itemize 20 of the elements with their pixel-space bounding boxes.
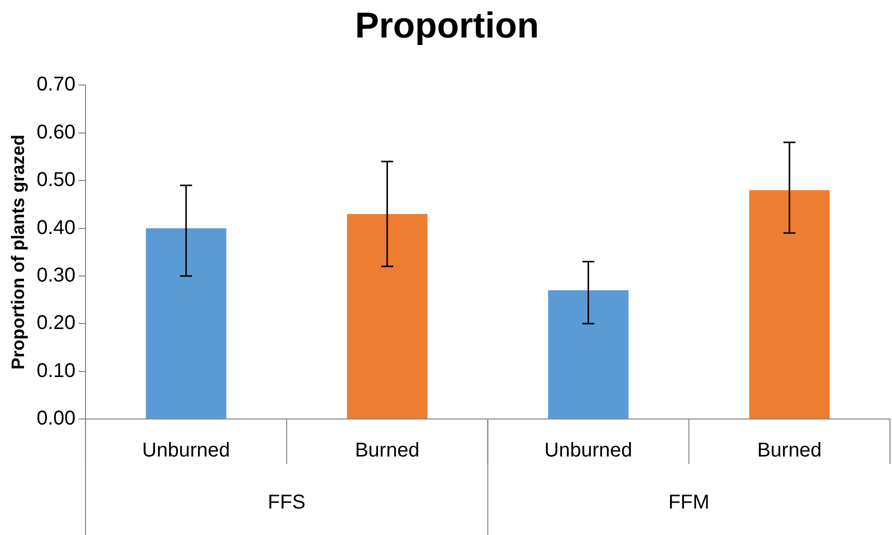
text: FFM (668, 492, 710, 514)
x-tick-label: Burned (354, 440, 420, 462)
text: FFS (268, 492, 306, 514)
y-tick-label: 0.00 (36, 408, 76, 430)
y-tick-label: 0.30 (36, 264, 76, 286)
y-tick-label: 0.40 (36, 216, 76, 239)
y-tick-label: 0.20 (36, 312, 76, 334)
bar (749, 190, 830, 418)
y-tick-label: 0.50 (36, 169, 76, 192)
x-tick-label: Unburned (544, 440, 632, 462)
y-axis-title: Proportion of plants grazed (8, 134, 28, 370)
x-tick-label: Burned (757, 440, 822, 462)
bar (548, 290, 629, 418)
chart-title: Proportion (355, 4, 539, 46)
x-tick-label: Unburned (142, 440, 230, 462)
y-tick-label: 0.60 (36, 121, 76, 144)
bar (346, 214, 428, 418)
y-tick-label: 0.70 (36, 74, 76, 96)
bar (146, 228, 226, 418)
y-tick-label: 0.10 (36, 360, 76, 382)
